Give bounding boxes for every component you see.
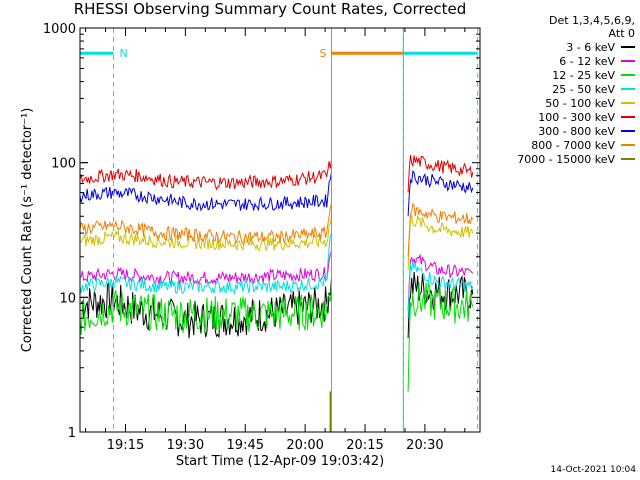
series-line-6-a — [79, 172, 332, 212]
generation-timestamp: 14-Oct-2021 10:04 — [550, 465, 636, 475]
series-line-7-b — [407, 202, 474, 257]
legend-entry-label: 800 - 7000 keV — [531, 138, 615, 152]
x-tick-label: 20:15 — [346, 438, 383, 453]
series-line-6-b — [407, 170, 474, 217]
series-line-2-a — [79, 286, 332, 336]
legend-entry: 12 - 25 keV — [485, 68, 635, 82]
series-line-0-a — [79, 277, 332, 339]
legend-entry: 25 - 50 keV — [485, 82, 635, 96]
series-line-4-a — [79, 216, 332, 252]
series-line-2-b — [407, 281, 474, 392]
x-tick-label: 19:45 — [227, 438, 264, 453]
series-line-7-a — [79, 203, 332, 246]
x-axis-label: Start Time (12-Apr-09 19:03:42) — [175, 454, 385, 469]
x-tick-label: 19:15 — [107, 438, 144, 453]
legend-entry-label: 12 - 25 keV — [552, 68, 615, 82]
y-tick-label: 10 — [59, 291, 76, 306]
legend-swatch — [621, 116, 635, 118]
legend-swatch — [621, 144, 635, 146]
legend-entry-label: 100 - 300 keV — [538, 110, 615, 124]
x-tick-label: 20:00 — [286, 438, 323, 453]
legend-entry: 6 - 12 keV — [485, 54, 635, 68]
series-line-3-a — [79, 232, 332, 296]
series-line-5-a — [79, 159, 332, 191]
flag-label-1: S — [319, 47, 326, 60]
plot-frame — [79, 27, 481, 433]
chart-title: RHESSI Observing Summary Count Rates, Co… — [73, 0, 467, 18]
legend-header-line1: Det 1,3,4,5,6,9, — [548, 14, 635, 27]
legend-entry-label: 6 - 12 keV — [559, 54, 615, 68]
series-line-4-b — [407, 213, 474, 270]
legend-entry-label: 25 - 50 keV — [552, 82, 615, 96]
x-tick-label: 20:30 — [406, 438, 443, 453]
series-line-3-b — [407, 260, 474, 319]
series-line-1-a — [79, 251, 332, 286]
legend-swatch — [621, 88, 635, 90]
legend-entry: 50 - 100 keV — [485, 96, 635, 110]
legend-swatch — [621, 46, 635, 48]
legend-entry: 3 - 6 keV — [485, 40, 635, 54]
legend-swatch — [621, 130, 635, 132]
y-tick-label: 100 — [51, 157, 76, 172]
series-line-1-b — [407, 253, 474, 311]
legend-swatch — [621, 60, 635, 62]
y-tick-label: 1000 — [43, 22, 76, 37]
legend-header-line2: Att 0 — [608, 27, 635, 40]
x-tick-label: 19:30 — [167, 438, 204, 453]
legend: Det 1,3,4,5,6,9, Att 0 3 - 6 keV 6 - 12 k… — [485, 14, 635, 166]
legend-entry-label: 300 - 800 keV — [538, 124, 615, 138]
y-tick-label: 1 — [68, 426, 76, 441]
legend-entry-label: 50 - 100 keV — [545, 96, 615, 110]
legend-entry: 300 - 800 keV — [485, 124, 635, 138]
y-axis-label: Corrected Count Rate (s⁻¹ detector⁻¹) — [20, 108, 35, 353]
legend-swatch — [621, 158, 635, 160]
legend-entry-label: 7000 - 15000 keV — [517, 152, 615, 166]
legend-swatch — [621, 74, 635, 76]
legend-entry: 100 - 300 keV — [485, 110, 635, 124]
legend-entry-label: 3 - 6 keV — [566, 40, 615, 54]
legend-swatch — [621, 102, 635, 104]
legend-entry: 800 - 7000 keV — [485, 138, 635, 152]
axis-layer: 1 10 100 1000 19:15 19:30 19:45 20:00 20:15 20:30… — [20, 22, 481, 453]
flag-label-0: N — [120, 47, 128, 60]
legend-rows: 3 - 6 keV 6 - 12 keV 12 - 25 keV 25 - 50 ke… — [485, 40, 635, 166]
legend-entry: 7000 - 15000 keV — [485, 152, 635, 166]
series-line-5-b — [407, 154, 474, 193]
